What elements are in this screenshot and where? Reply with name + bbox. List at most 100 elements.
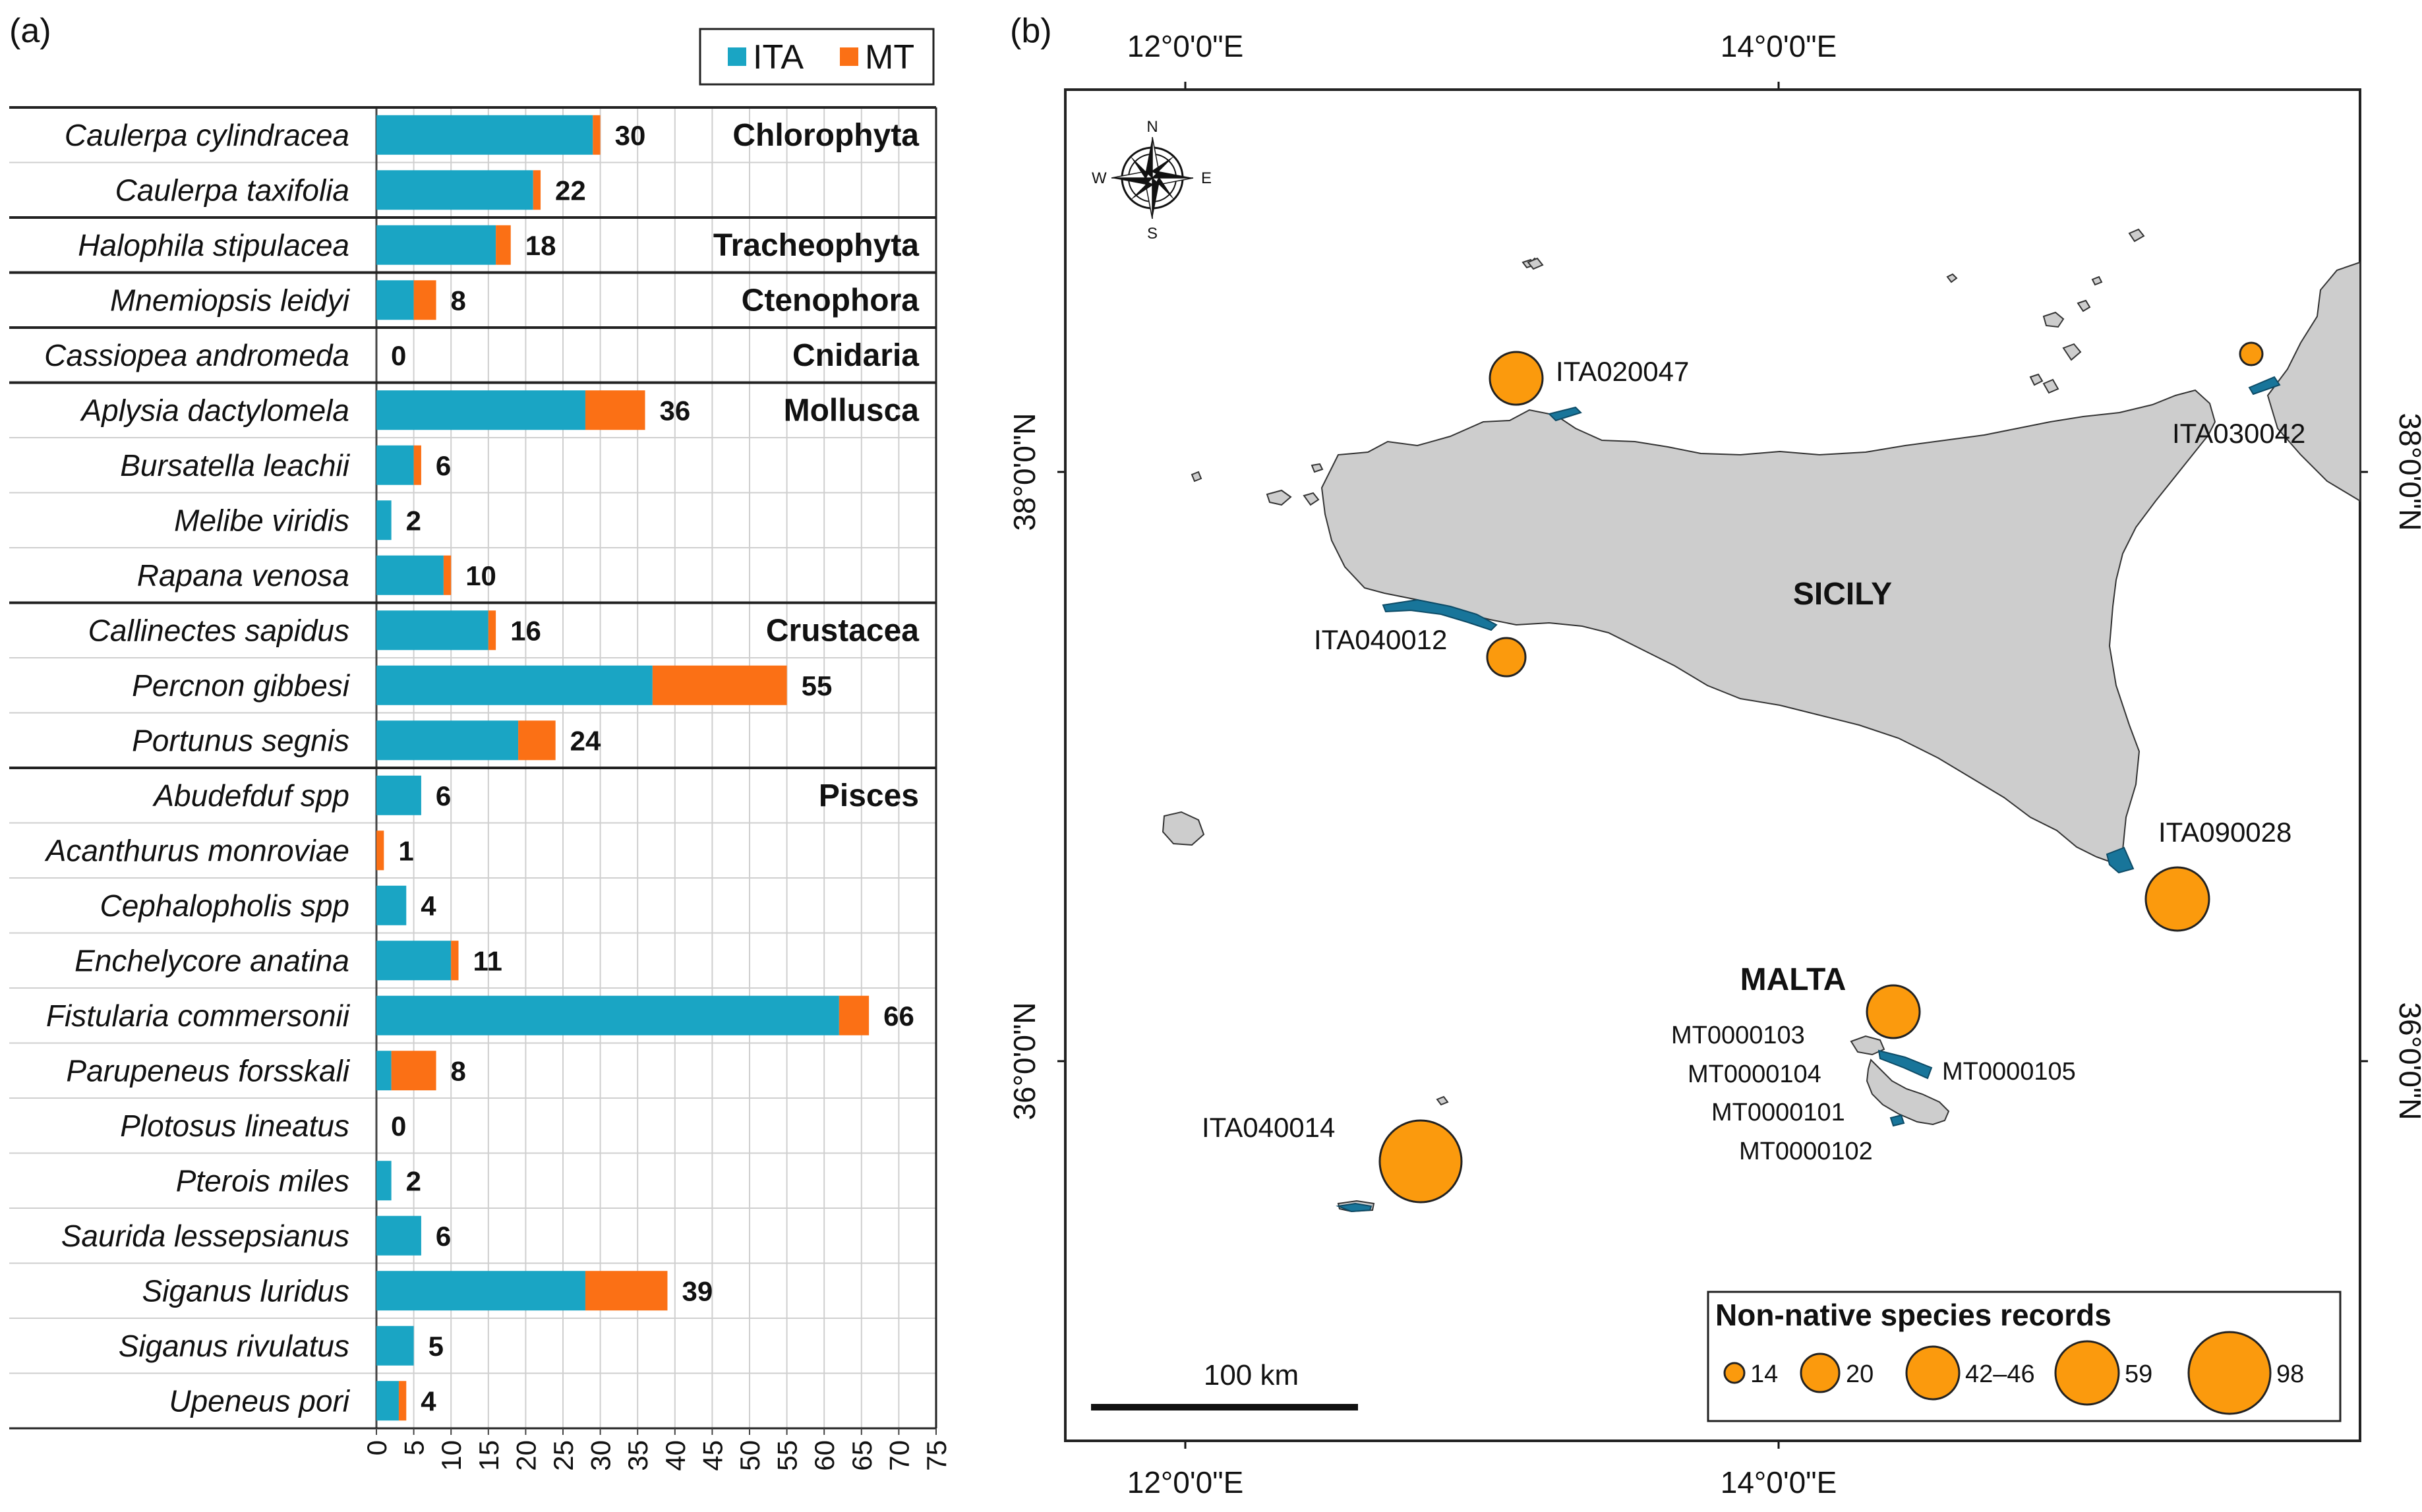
group-label: Pisces — [819, 778, 919, 813]
bubble-ita030042 — [2239, 341, 2264, 366]
lat-label-right-38n: 38°0'0"N — [2393, 413, 2422, 531]
bubble-ita040012 — [1486, 637, 1527, 678]
malta-island — [1866, 1059, 1950, 1126]
bar-total-label: 16 — [510, 615, 541, 646]
bar-ita — [376, 445, 414, 485]
x-tick-label: 15 — [473, 1440, 504, 1471]
egadi-islands — [1191, 463, 1324, 506]
species-label: Percnon gibbesi — [132, 668, 351, 703]
legend-bubble-98 — [2187, 1331, 2272, 1415]
bar-ita — [376, 610, 488, 651]
bar-ita — [376, 170, 533, 210]
bar-mt — [585, 1271, 668, 1311]
linosa-island — [1436, 1095, 1449, 1106]
group-label: Mollusca — [784, 393, 920, 428]
species-label: Abudefduf spp — [152, 778, 349, 813]
compass-star-light-icon — [1111, 136, 1194, 219]
bar-total-label: 36 — [660, 395, 691, 426]
x-tick-label: 35 — [622, 1440, 653, 1471]
bar-total-label: 4 — [421, 1385, 436, 1416]
bar-ita — [376, 775, 421, 815]
bar-mt — [652, 665, 787, 705]
scale-bar: 100 km — [1091, 1359, 1358, 1410]
compass-e: E — [1201, 169, 1212, 187]
site-bubbles — [1378, 341, 2264, 1204]
gozo-island — [1850, 1035, 1885, 1056]
mpa-areas — [1336, 376, 2281, 1213]
species-label: Siganus rivulatus — [119, 1329, 349, 1363]
x-tick-label: 30 — [585, 1440, 616, 1471]
bar-ita — [376, 665, 653, 705]
group-label: Crustacea — [766, 613, 919, 648]
bar-total-label: 39 — [682, 1275, 713, 1306]
species-labels: Caulerpa cylindracea Caulerpa taxifolia Ha… — [44, 118, 351, 1418]
bar-mt — [391, 1051, 436, 1091]
bubble-ita020047 — [1489, 351, 1544, 406]
bubble-ita040014 — [1378, 1119, 1463, 1204]
site-labels: ITA020047 ITA030042 ITA040012 ITA090028 … — [1202, 356, 2305, 1165]
legend-bubble-20 — [1800, 1352, 1841, 1393]
site-label-mt0000101: MT0000101 — [1711, 1099, 1845, 1126]
species-label: Parupeneus forsskali — [66, 1053, 350, 1088]
compass-s: S — [1147, 225, 1158, 243]
bar-total-label: 10 — [465, 560, 496, 591]
bubble-ita090028 — [2144, 866, 2210, 932]
x-tick-label: 55 — [772, 1440, 803, 1471]
bar-ita — [376, 720, 519, 761]
bar-total-label: 22 — [555, 175, 586, 206]
bar-mt — [585, 390, 645, 430]
species-label: Cassiopea andromeda — [44, 338, 349, 372]
bar-total-label: 66 — [883, 1001, 914, 1032]
species-label: Caulerpa taxifolia — [115, 173, 349, 207]
sicily-island — [1320, 389, 2216, 865]
species-label: Acanthurus monroviae — [44, 833, 349, 867]
bar-ita — [376, 555, 444, 595]
species-label: Siganus luridus — [142, 1273, 349, 1308]
species-label: Rapana venosa — [137, 558, 349, 593]
legend-bubble-42-46 — [1905, 1345, 1961, 1401]
bubble-legend: Non-native species records 14 20 42–46 5… — [1707, 1291, 2342, 1422]
lon-label-top-14e: 14°0'0"E — [1721, 29, 1837, 63]
malta-label: MALTA — [1740, 962, 1846, 997]
species-label: Enchelycore anatina — [74, 943, 349, 977]
panel-b-label: (b) — [1010, 12, 1052, 50]
legend-label-ita: ITA — [753, 38, 804, 76]
site-label-ita090028: ITA090028 — [2158, 817, 2291, 848]
bar-ita — [376, 1215, 421, 1256]
bubble-malta — [1866, 984, 1921, 1039]
bar-total-label: 0 — [391, 1111, 406, 1142]
bar-ita — [376, 1325, 414, 1366]
bubble-legend-title: Non-native species records — [1715, 1298, 2112, 1332]
bar-ita — [376, 1381, 399, 1421]
bar-mt — [443, 555, 452, 595]
mpa-ita030042 — [2248, 376, 2281, 395]
legend-value-20: 20 — [1846, 1360, 1874, 1388]
bar-mt — [451, 941, 459, 981]
site-label-mt0000103: MT0000103 — [1671, 1022, 1805, 1049]
panel-a-label: (a) — [9, 12, 51, 50]
x-tick-label: 0 — [361, 1440, 392, 1455]
legend-bubble-14 — [1723, 1362, 1746, 1384]
species-label: Upeneus pori — [169, 1383, 350, 1418]
compass-n: N — [1146, 118, 1158, 136]
mpa-ita090028 — [2106, 846, 2135, 874]
bar-total-label: 8 — [451, 1055, 466, 1086]
bar-ita — [376, 1051, 392, 1091]
bar-total-label: 4 — [421, 890, 436, 921]
species-label: Caulerpa cylindracea — [65, 118, 349, 152]
bar-total-label: 1 — [398, 835, 413, 866]
species-label: Portunus segnis — [132, 723, 349, 757]
x-tick-label: 60 — [809, 1440, 840, 1471]
bar-ita — [376, 1271, 585, 1311]
bar-ita — [376, 280, 414, 320]
site-label-ita040014: ITA040014 — [1202, 1112, 1335, 1143]
bar-ita — [376, 941, 452, 981]
site-label-mt0000105: MT0000105 — [1942, 1058, 2076, 1086]
site-label-ita030042: ITA030042 — [2172, 418, 2305, 449]
species-label: Melibe viridis — [174, 503, 349, 537]
species-label: Pterois miles — [176, 1163, 349, 1198]
sicily-label: SICILY — [1793, 577, 1892, 612]
bar-ita — [376, 1161, 392, 1201]
